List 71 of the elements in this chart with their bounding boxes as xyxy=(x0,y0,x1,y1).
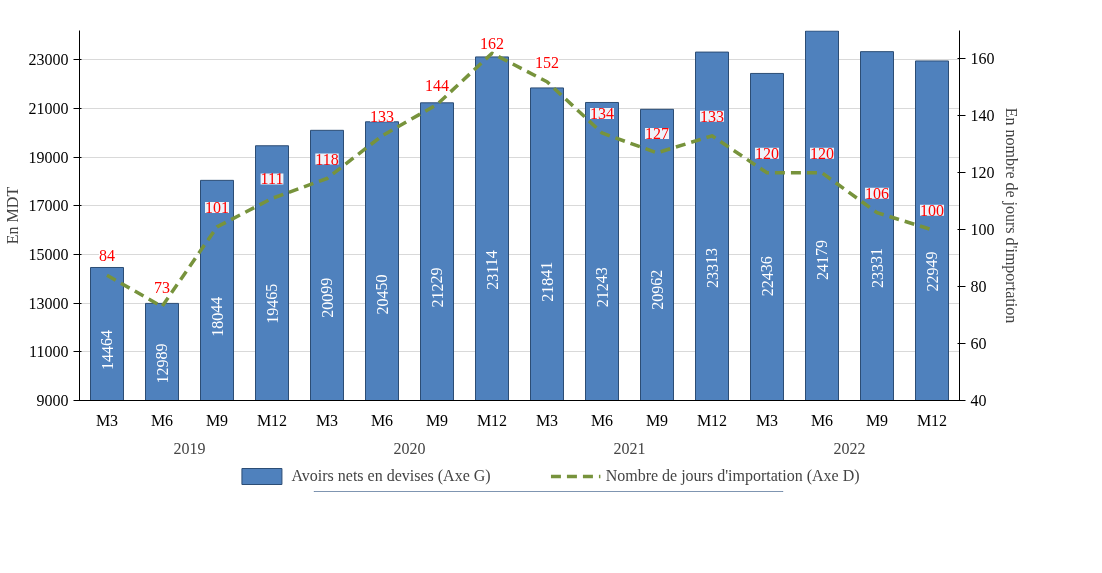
data-label: 133 xyxy=(370,107,394,125)
x-tick-label: M3 xyxy=(315,411,339,429)
y-tick-label: 21000 xyxy=(28,99,69,117)
x-tick-label: M12 xyxy=(696,411,728,429)
y2-tick-label: 140 xyxy=(970,107,995,125)
x-tick-label: M3 xyxy=(95,411,119,429)
data-label: 18044 xyxy=(208,296,226,337)
data-label: 111 xyxy=(260,170,284,188)
data-label: 120 xyxy=(810,144,834,162)
data-label: 24179 xyxy=(813,240,831,281)
data-label: 19465 xyxy=(263,283,281,324)
x-tick-label: M12 xyxy=(916,411,948,429)
x-tick-label: M12 xyxy=(476,411,508,429)
y-tick-label: 23000 xyxy=(28,51,69,69)
y2-tick-label: 100 xyxy=(970,221,995,239)
text: 2021 xyxy=(613,439,646,457)
data-label: 101 xyxy=(205,198,229,216)
x-tick-label: M6 xyxy=(590,411,614,429)
y-tick-label: 11000 xyxy=(29,343,69,361)
x-tick-label: M3 xyxy=(535,411,559,429)
y-tick-label: 17000 xyxy=(28,197,69,215)
data-label: 21229 xyxy=(428,267,446,308)
y-tick-label: 19000 xyxy=(28,148,69,166)
x-tick-label: M9 xyxy=(645,411,669,429)
data-label: 20099 xyxy=(318,277,336,318)
data-label: 133 xyxy=(700,107,724,125)
data-label: 118 xyxy=(315,150,339,168)
x-tick-label: M12 xyxy=(256,411,288,429)
data-label: 23331 xyxy=(868,247,886,288)
x-tick-label: M9 xyxy=(205,411,229,429)
data-label: 22949 xyxy=(923,251,941,292)
legend-label: Nombre de jours d'importation (Axe D) xyxy=(605,467,860,485)
text: 2022 xyxy=(833,439,866,457)
data-label: 152 xyxy=(535,53,559,71)
data-label: 120 xyxy=(755,144,779,162)
data-label: 162 xyxy=(480,34,504,52)
y2-tick-label: 80 xyxy=(970,278,987,296)
y-tick-label: 13000 xyxy=(28,294,69,312)
data-label: 21841 xyxy=(538,261,556,302)
x-tick-label: M3 xyxy=(755,411,779,429)
data-label: 22436 xyxy=(758,256,776,297)
y-tick-label: 15000 xyxy=(28,245,69,263)
data-label: 106 xyxy=(865,184,889,202)
data-label: 73 xyxy=(154,278,170,296)
y2-tick-label: 60 xyxy=(970,335,987,353)
data-label: 144 xyxy=(425,76,449,94)
text: 2020 xyxy=(393,439,426,457)
data-label: 23313 xyxy=(703,248,721,289)
text: 2019 xyxy=(173,439,206,457)
data-label: 127 xyxy=(645,124,669,142)
y2-tick-label: 160 xyxy=(970,50,995,68)
x-tick-label: M9 xyxy=(865,411,889,429)
y-tick-label: 9000 xyxy=(36,392,69,409)
x-tick-label: M9 xyxy=(425,411,449,429)
y2-axis-title: En nombre de jours d'importation xyxy=(1001,107,1020,324)
data-label: 14464 xyxy=(98,329,116,370)
x-tick-label: M6 xyxy=(810,411,834,429)
legend-label: Avoirs nets en devises (Axe G) xyxy=(291,467,491,485)
data-label: 134 xyxy=(590,104,614,122)
data-label: 12989 xyxy=(153,343,171,384)
y2-tick-label: 120 xyxy=(970,164,995,182)
data-label: 20962 xyxy=(648,269,666,310)
x-tick-label: M6 xyxy=(370,411,394,429)
data-label: 100 xyxy=(920,201,944,219)
y2-tick-label: 40 xyxy=(970,392,987,409)
x-tick-label: M6 xyxy=(150,411,174,429)
data-label: 84 xyxy=(99,247,115,265)
data-label: 21243 xyxy=(593,267,611,308)
y-axis-title: En MDT xyxy=(3,186,21,245)
data-label: 23114 xyxy=(483,250,501,290)
data-label: 20450 xyxy=(373,274,391,315)
